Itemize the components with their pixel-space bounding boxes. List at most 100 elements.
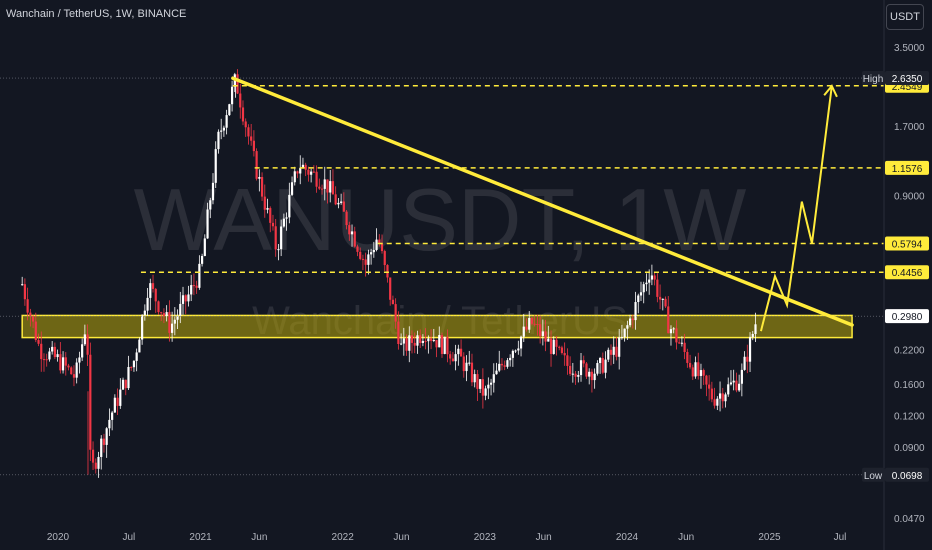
candle-body: [323, 179, 326, 189]
candle-body: [190, 285, 193, 295]
candle-body: [353, 231, 356, 247]
candle-body: [429, 338, 433, 341]
candle-body: [582, 360, 585, 364]
candle-body: [288, 194, 291, 218]
support-zone[interactable]: [21, 314, 853, 339]
candle-body: [23, 284, 26, 300]
high-value-badge-bg: [885, 71, 929, 86]
candle-body: [154, 288, 157, 302]
level-badge: 2.4549: [892, 82, 923, 93]
candle-body: [111, 412, 114, 420]
candle-body: [503, 365, 506, 367]
candle-body: [724, 394, 727, 402]
candle-body: [560, 347, 564, 354]
candle-body: [21, 284, 24, 286]
x-tick-label: Jun: [251, 532, 267, 543]
symbol-title: Wanchain / TetherUS, 1W, BINANCE: [6, 8, 187, 20]
candle-body: [623, 328, 626, 338]
candle-body: [293, 171, 296, 183]
candle-body: [241, 107, 245, 122]
candle-body: [536, 323, 539, 325]
candle-body: [481, 379, 484, 396]
candle-body: [506, 360, 509, 367]
low-tag-bg: [862, 467, 885, 482]
candle-body: [141, 315, 144, 340]
candles: [21, 69, 757, 478]
support-zone-rect: [21, 314, 853, 339]
candle-body: [119, 389, 122, 406]
candle-body: [258, 177, 261, 179]
y-tick-label: 3.5000: [894, 43, 925, 54]
candle-body: [563, 353, 566, 356]
candle-body: [299, 168, 302, 174]
candle-body: [435, 339, 438, 348]
candle-body: [577, 375, 580, 377]
candle-body: [211, 182, 215, 201]
candle-body: [699, 370, 703, 376]
candle-body: [386, 265, 389, 278]
candle-body: [413, 342, 416, 346]
candle-body: [334, 194, 337, 205]
horizontal-levels[interactable]: [0, 77, 884, 476]
candle-body: [81, 344, 84, 358]
candle-body: [432, 339, 435, 341]
candle-body: [748, 337, 752, 362]
candle-body: [372, 249, 375, 253]
time-axis[interactable]: 2020 Jul 2021 Jun 2022 Jun 2023 Jun 2024 Jun 2025 J…: [47, 532, 847, 543]
candle-body: [171, 323, 174, 333]
candle-body: [522, 326, 525, 337]
candle-body: [754, 324, 757, 334]
candle-body: [672, 328, 675, 330]
candle-body: [282, 218, 285, 227]
projection-path: [759, 85, 833, 332]
candle-body: [427, 338, 430, 342]
watermark-symbol: WANUSDT, 1W: [134, 170, 747, 269]
high-tag-bg: [862, 71, 885, 86]
currency-button[interactable]: USDT: [886, 4, 924, 30]
high-value-badge: 2.6350: [892, 74, 923, 85]
candle-body: [42, 359, 46, 361]
candle-body: [732, 380, 735, 383]
candle-body: [312, 171, 315, 173]
candle-body: [511, 350, 514, 358]
candle-body: [75, 362, 78, 378]
candle-body: [514, 350, 517, 352]
candle-body: [116, 397, 119, 406]
candle-body: [315, 171, 318, 187]
candle-body: [680, 342, 683, 344]
candle-body: [318, 186, 321, 189]
candle-body: [271, 222, 275, 227]
candle-body: [113, 397, 116, 413]
candle-body: [255, 151, 258, 179]
candle-body: [89, 354, 92, 450]
candle-body: [678, 342, 681, 344]
candle-body: [100, 438, 103, 457]
candle-body: [634, 302, 637, 321]
candle-body: [29, 312, 32, 317]
high-tag: High: [863, 74, 884, 85]
candle-body: [296, 171, 299, 174]
candle-body: [214, 149, 217, 183]
candle-body: [735, 380, 738, 391]
candle-body: [130, 366, 133, 368]
level-badge-bg: [885, 236, 929, 251]
candle-body: [280, 226, 283, 250]
candle-body: [702, 370, 705, 376]
drawings[interactable]: [231, 76, 854, 332]
candle-body: [743, 356, 746, 370]
price-badges: 2.4549 1.1576 0.5794 0.4456 0.2980 2.6350 0.06…: [862, 71, 929, 482]
candle-body: [165, 312, 168, 316]
candle-body: [220, 130, 223, 132]
candle-body: [97, 456, 100, 469]
candle-body: [397, 321, 400, 344]
y-tick-label: 0.2200: [894, 345, 925, 356]
level-badge-bg: [885, 160, 929, 175]
candle-body: [138, 339, 141, 353]
price-axis[interactable]: 3.5000 1.7000 0.9000 0.2200 0.1600 0.1200 0.09…: [894, 43, 925, 525]
x-tick-label: 2024: [616, 532, 639, 543]
current-price-badge: 0.2980: [892, 312, 923, 323]
candle-body: [187, 294, 190, 302]
candle-body: [479, 379, 482, 389]
candle-body: [675, 328, 678, 343]
